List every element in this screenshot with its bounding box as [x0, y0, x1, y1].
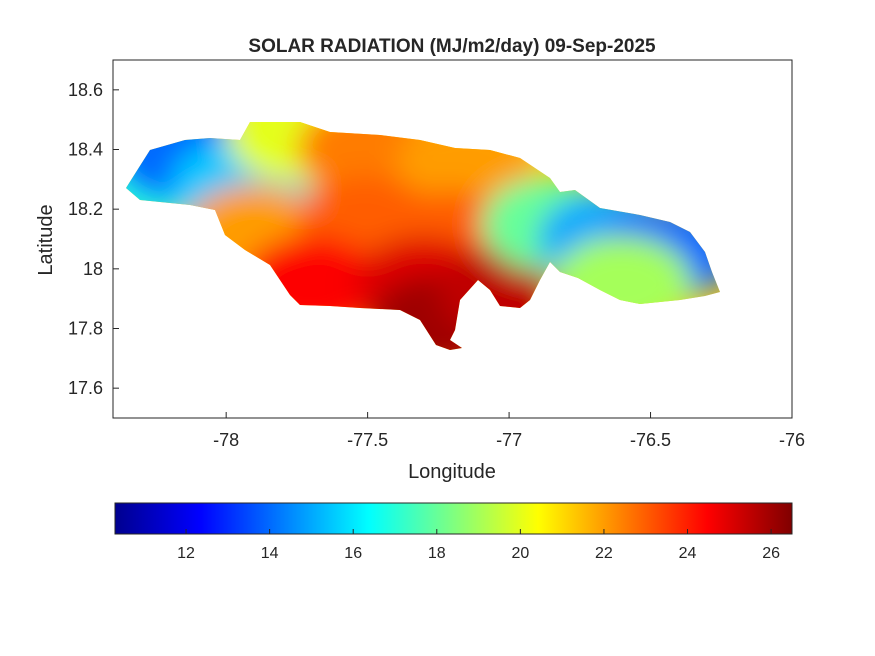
x-tick-label: -77: [496, 430, 522, 450]
colorbar-tick-label: 18: [428, 545, 446, 562]
colorbar-tick-label: 24: [679, 545, 697, 562]
colorbar-ticks: 12 14 16 18 20 22 24 26: [177, 529, 780, 562]
x-tick-label: -76: [779, 430, 805, 450]
y-tick-label: 18.2: [68, 199, 103, 219]
y-tick-label: 18.6: [68, 80, 103, 100]
x-axis: -78 -77.5 -77 -76.5 -76: [213, 412, 805, 450]
x-tick-label: -76.5: [630, 430, 671, 450]
x-axis-label: Longitude: [408, 461, 496, 483]
y-tick-label: 17.8: [68, 319, 103, 339]
colorbar-tick-label: 16: [344, 545, 362, 562]
x-tick-label: -78: [213, 430, 239, 450]
colorbar-tick-label: 14: [261, 545, 279, 562]
chart-title: SOLAR RADIATION (MJ/m2/day) 09-Sep-2025: [248, 36, 656, 57]
y-tick-label: 18.4: [68, 140, 103, 160]
y-tick-label: 17.6: [68, 378, 103, 398]
y-axis-label: Latitude: [35, 204, 57, 275]
x-tick-label: -77.5: [347, 430, 388, 450]
colorbar-tick-label: 26: [762, 545, 780, 562]
colorbar: [114, 502, 793, 535]
y-tick-label: 18: [83, 259, 103, 279]
colorbar-tick-label: 22: [595, 545, 613, 562]
colorbar-tick-label: 20: [511, 545, 529, 562]
y-axis: 17.6 17.8 18 18.2 18.4 18.6: [68, 80, 119, 398]
colorbar-tick-label: 12: [177, 545, 195, 562]
